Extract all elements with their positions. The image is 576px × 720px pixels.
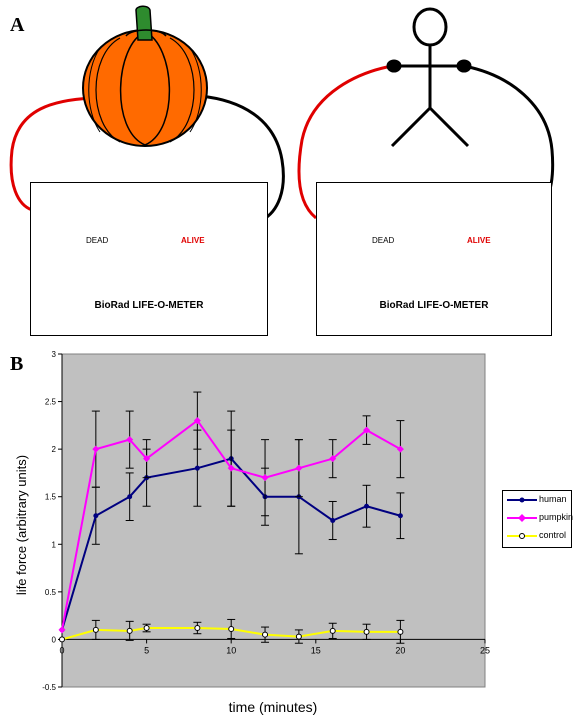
meter-dead-label: DEAD bbox=[86, 236, 109, 245]
data-point bbox=[397, 628, 404, 635]
left-black-wire bbox=[199, 94, 285, 222]
data-point bbox=[143, 625, 150, 632]
x-axis-label: time (minutes) bbox=[229, 699, 318, 715]
series-pumpkin bbox=[58, 391, 405, 634]
data-point bbox=[295, 633, 302, 640]
meter-caption: BioRad LIFE-O-METER bbox=[94, 300, 204, 311]
x-tick-label: 25 bbox=[480, 645, 490, 655]
data-point bbox=[363, 426, 371, 434]
y-tick-label: 0.5 bbox=[45, 588, 57, 597]
line-chart: -0.5 0 0.5 1 1.5 2 2.5 3 0 5 10 15 20 25 time (minute… bbox=[14, 350, 490, 715]
data-point bbox=[194, 625, 201, 632]
y-tick-label: 0 bbox=[52, 635, 57, 644]
y-tick-label: 2 bbox=[52, 445, 57, 454]
data-point bbox=[261, 474, 269, 482]
data-point bbox=[329, 455, 337, 463]
right-red-wire bbox=[297, 64, 393, 220]
data-point bbox=[59, 636, 65, 643]
data-point bbox=[227, 464, 235, 472]
meter-box-left: DEAD ALIVE BioRad LIFE-O-METER bbox=[30, 182, 268, 336]
data-point bbox=[126, 436, 134, 444]
y-tick-label: 1.5 bbox=[45, 493, 57, 502]
legend-item-human: human bbox=[503, 493, 571, 509]
data-point bbox=[143, 455, 151, 463]
data-point bbox=[396, 445, 404, 453]
y-axis-label: life force (arbitrary units) bbox=[14, 455, 29, 595]
x-tick-label: 10 bbox=[226, 645, 236, 655]
meter-dead-label: DEAD bbox=[372, 236, 395, 245]
y-tick-label: -0.5 bbox=[42, 683, 56, 692]
data-point bbox=[126, 627, 133, 634]
data-point bbox=[194, 465, 200, 471]
panel-label-b: B bbox=[10, 353, 24, 375]
data-point bbox=[228, 625, 235, 632]
y-tick-label: 2.5 bbox=[45, 398, 57, 407]
data-point bbox=[295, 464, 303, 472]
data-point bbox=[92, 626, 99, 633]
data-point bbox=[93, 513, 99, 519]
left-red-wire bbox=[9, 96, 93, 212]
data-point bbox=[193, 417, 201, 425]
series-control bbox=[59, 618, 405, 644]
chart-legend: human pumpkin control bbox=[502, 490, 574, 548]
data-point bbox=[329, 627, 336, 634]
x-tick-label: 0 bbox=[59, 645, 64, 655]
data-point bbox=[363, 628, 370, 635]
x-tick-label: 20 bbox=[395, 645, 405, 655]
meter-caption: BioRad LIFE-O-METER bbox=[379, 300, 489, 311]
data-point bbox=[397, 513, 403, 519]
panel-label-a: A bbox=[10, 14, 25, 36]
y-tick-label: 3 bbox=[52, 350, 57, 359]
data-point bbox=[58, 626, 66, 634]
legend-label: control bbox=[539, 530, 567, 540]
y-tick-label: 1 bbox=[52, 540, 57, 549]
legend-item-pumpkin: pumpkin bbox=[503, 511, 574, 527]
pumpkin-icon bbox=[82, 5, 208, 147]
x-tick-label: 5 bbox=[144, 645, 149, 655]
data-point bbox=[364, 503, 370, 509]
legend-item-control: control bbox=[503, 529, 571, 545]
data-point bbox=[330, 518, 336, 523]
data-point bbox=[127, 494, 133, 500]
x-tick-label: 15 bbox=[311, 645, 321, 655]
data-point bbox=[262, 631, 269, 638]
meter-alive-label: ALIVE bbox=[467, 236, 491, 245]
meter-box-right: DEAD ALIVE BioRad LIFE-O-METER bbox=[316, 182, 552, 336]
plot-area bbox=[61, 353, 486, 688]
meter-alive-label: ALIVE bbox=[181, 236, 205, 245]
data-point bbox=[92, 445, 100, 453]
stick-figure-icon bbox=[386, 7, 472, 148]
legend-label: human bbox=[539, 494, 567, 504]
legend-label: pumpkin bbox=[539, 512, 574, 522]
